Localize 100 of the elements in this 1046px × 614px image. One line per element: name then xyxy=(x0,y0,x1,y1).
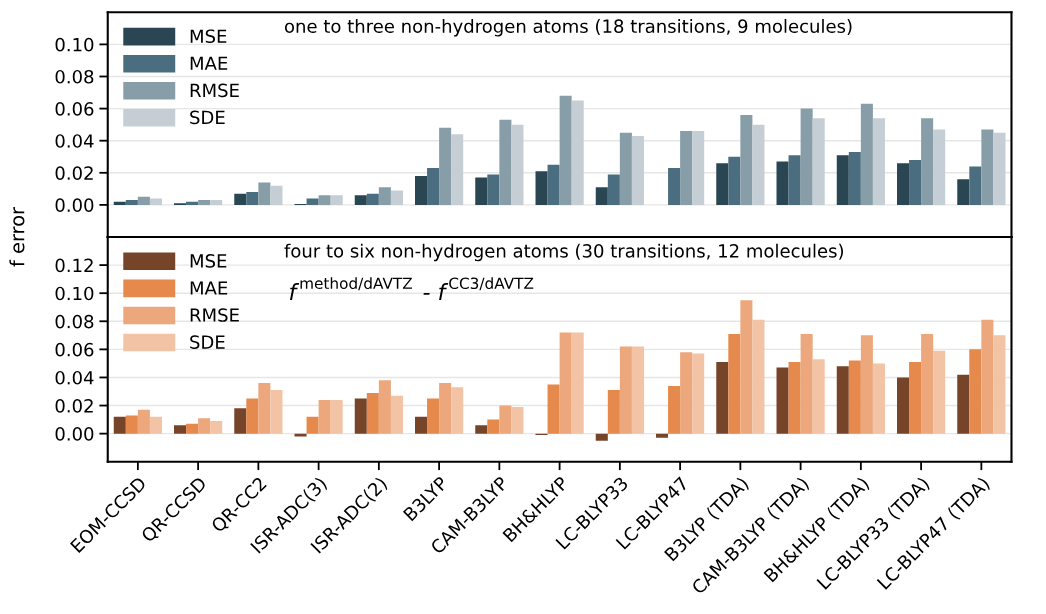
legend-label: MAE xyxy=(190,281,228,295)
bar xyxy=(957,179,970,205)
bar xyxy=(692,353,705,434)
bar xyxy=(234,193,247,205)
bar xyxy=(571,100,584,205)
bar xyxy=(619,132,632,205)
bar xyxy=(716,163,729,205)
y-tick-label: 0.08 xyxy=(55,314,94,329)
legend-label: MSE xyxy=(190,254,227,268)
bar xyxy=(210,421,223,434)
y-tick-label: 0.12 xyxy=(55,258,93,273)
bar xyxy=(330,195,343,205)
bar xyxy=(800,108,813,205)
bar xyxy=(933,129,946,205)
bar xyxy=(728,333,741,434)
bar xyxy=(860,335,873,434)
bar xyxy=(475,177,488,205)
bar xyxy=(535,171,548,205)
bar xyxy=(909,362,922,434)
bar xyxy=(439,127,452,205)
bar xyxy=(631,346,644,434)
bar xyxy=(607,390,620,434)
bar xyxy=(511,124,524,205)
bar xyxy=(993,335,1006,434)
y-tick-label: 0.08 xyxy=(55,69,94,84)
bar xyxy=(981,319,994,434)
bar xyxy=(378,187,391,205)
bar xyxy=(234,408,247,434)
bar xyxy=(812,118,825,205)
bar xyxy=(909,159,922,205)
bar xyxy=(668,385,681,434)
bar xyxy=(776,367,789,434)
bar xyxy=(788,155,801,205)
y-tick-label: 0.00 xyxy=(55,427,94,441)
bar xyxy=(981,129,994,205)
bar xyxy=(812,359,825,434)
y-tick-label: 0.00 xyxy=(55,198,94,213)
bar xyxy=(415,176,428,205)
bar xyxy=(137,196,150,205)
bar xyxy=(366,392,379,434)
y-axis-title: f error xyxy=(9,206,25,267)
bar xyxy=(306,416,319,434)
bar xyxy=(113,416,126,434)
bar xyxy=(752,124,765,205)
bar xyxy=(836,366,849,434)
bar xyxy=(680,131,693,205)
bar xyxy=(306,198,319,205)
bar xyxy=(198,418,211,434)
bar xyxy=(921,118,934,205)
bar xyxy=(547,164,560,205)
bar xyxy=(740,115,753,205)
bar xyxy=(595,433,608,441)
bar xyxy=(125,200,138,205)
bar xyxy=(957,374,970,434)
y-tick-label: 0.04 xyxy=(55,134,94,148)
bar xyxy=(836,155,849,205)
bar xyxy=(656,433,669,438)
legend-label: RMSE xyxy=(190,83,239,98)
bar xyxy=(318,195,331,205)
bar xyxy=(511,406,524,434)
legend-label: SDE xyxy=(190,110,225,125)
bar xyxy=(897,163,910,205)
bar xyxy=(728,156,741,205)
bar xyxy=(933,350,946,434)
bar xyxy=(487,174,500,205)
bar xyxy=(559,332,572,434)
bar xyxy=(716,362,729,434)
bar xyxy=(439,383,452,434)
bar xyxy=(330,399,343,434)
legend-label: SDE xyxy=(190,335,225,349)
bar xyxy=(487,419,500,434)
bar xyxy=(571,332,584,434)
bar xyxy=(354,398,367,434)
bar xyxy=(872,363,885,434)
bar xyxy=(198,200,211,205)
bar xyxy=(740,300,753,434)
bar xyxy=(246,398,259,434)
bar xyxy=(258,383,271,434)
bar xyxy=(969,166,982,205)
bar xyxy=(499,119,512,205)
bar xyxy=(427,167,440,205)
bar xyxy=(631,135,644,205)
bar xyxy=(210,200,223,205)
bar xyxy=(897,377,910,434)
bar xyxy=(366,193,379,205)
bar xyxy=(186,201,199,205)
bar xyxy=(921,333,934,434)
bar xyxy=(137,409,150,434)
legend-label: RMSE xyxy=(190,308,239,322)
bar xyxy=(246,192,259,205)
bar xyxy=(547,384,560,434)
y-tick-label: 0.10 xyxy=(55,37,94,52)
bar xyxy=(427,398,440,434)
bar xyxy=(318,399,331,434)
y-tick-label: 0.06 xyxy=(55,342,94,357)
bar xyxy=(270,185,283,205)
bar xyxy=(872,118,885,205)
bar xyxy=(390,395,403,434)
bar xyxy=(800,333,813,434)
bar xyxy=(848,360,861,434)
